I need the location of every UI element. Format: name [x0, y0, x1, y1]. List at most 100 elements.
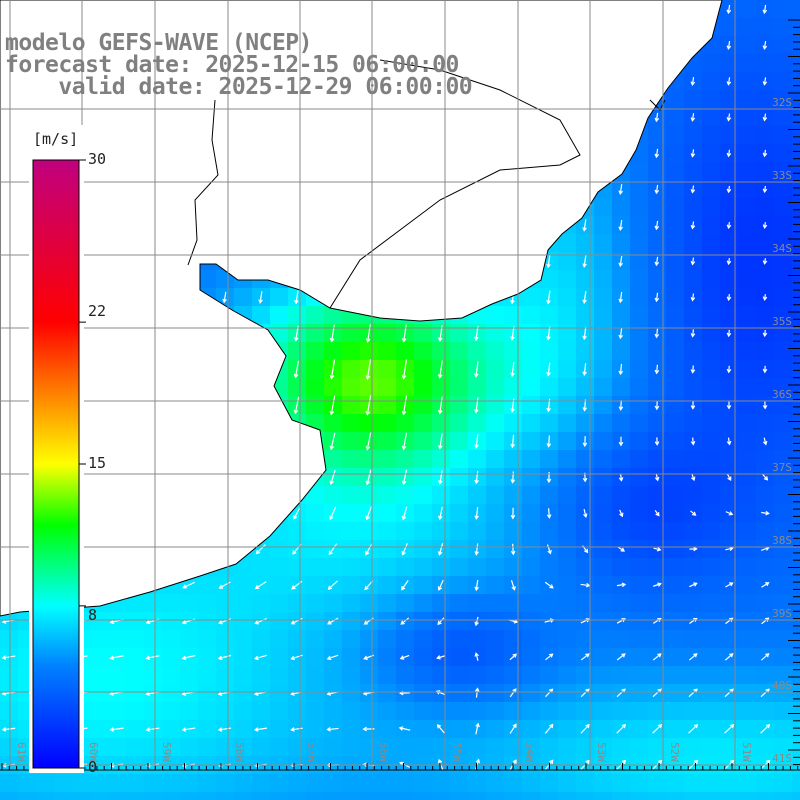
wind-cell	[504, 666, 523, 685]
wind-cell	[666, 360, 685, 379]
wind-cell	[486, 378, 505, 397]
wind-cell	[540, 486, 559, 505]
wind-cell	[342, 468, 361, 487]
wind-cell	[162, 792, 181, 800]
wind-cell	[198, 738, 217, 757]
wind-arrow-icon	[726, 329, 732, 338]
wind-cell	[216, 594, 235, 613]
wind-arrow-icon	[726, 221, 732, 230]
latitude-label: 40S	[772, 679, 792, 692]
wind-cell	[270, 630, 289, 649]
wind-cell	[90, 720, 109, 739]
wind-cell	[684, 558, 703, 577]
wind-arrow-icon	[762, 77, 768, 86]
wind-cell	[0, 666, 19, 685]
wind-cell	[306, 522, 325, 541]
wind-cell	[342, 360, 361, 379]
wind-arrow-icon	[293, 396, 300, 415]
wind-arrow-icon	[726, 113, 732, 122]
wind-cell	[792, 396, 800, 415]
wind-cell	[126, 666, 145, 685]
wind-cell	[486, 522, 505, 541]
wind-cell	[126, 648, 145, 667]
wind-arrow-icon	[399, 654, 410, 660]
wind-cell	[702, 360, 721, 379]
wind-arrow-icon	[726, 473, 732, 482]
wind-cell	[774, 522, 793, 541]
wind-cell	[252, 666, 271, 685]
wind-arrow-icon	[762, 329, 768, 338]
wind-arrow-icon	[616, 653, 626, 661]
wind-cell	[378, 792, 397, 800]
wind-cell	[324, 774, 343, 793]
wind-cell	[432, 414, 451, 433]
wind-arrow-icon	[293, 506, 301, 520]
wind-cell	[720, 18, 739, 37]
wind-cell	[702, 504, 721, 523]
wind-cell	[270, 288, 289, 307]
wind-cell	[144, 792, 163, 800]
wind-arrow-icon	[690, 185, 696, 194]
wind-cell	[414, 432, 433, 451]
wind-cell	[594, 324, 613, 343]
wind-cell	[378, 378, 397, 397]
wind-cell	[234, 594, 253, 613]
wind-cell	[558, 306, 577, 325]
wind-cell	[666, 630, 685, 649]
wind-arrow-icon	[760, 723, 771, 734]
wind-cell	[342, 378, 361, 397]
wind-cell	[558, 252, 577, 271]
wind-cell	[324, 414, 343, 433]
wind-arrow-icon	[365, 506, 372, 521]
wind-cell	[558, 342, 577, 361]
wind-arrow-icon	[254, 581, 267, 590]
wind-cell	[414, 630, 433, 649]
wind-cell	[504, 594, 523, 613]
wind-arrow-icon	[762, 4, 768, 15]
wind-cell	[738, 216, 757, 235]
wind-cell	[486, 648, 505, 667]
wind-cell	[396, 774, 415, 793]
wind-cell	[558, 468, 577, 487]
wind-arrow-icon	[619, 509, 624, 518]
wind-cell	[774, 72, 793, 91]
wind-arrow-icon	[726, 257, 732, 266]
wind-cell	[738, 522, 757, 541]
wind-cell	[612, 792, 631, 800]
wind-cell	[738, 594, 757, 613]
wind-cell	[540, 630, 559, 649]
wind-cell	[234, 288, 253, 307]
wind-cell	[666, 234, 685, 253]
wind-cell	[594, 432, 613, 451]
wind-cell	[684, 414, 703, 433]
longitude-label: 56W	[377, 742, 390, 762]
wind-cell	[612, 486, 631, 505]
wind-cell	[0, 738, 19, 757]
wind-cell	[738, 486, 757, 505]
wind-cell	[504, 702, 523, 721]
wind-cell	[792, 234, 800, 253]
colorbar	[29, 125, 86, 773]
wind-cell	[702, 414, 721, 433]
wind-cell	[540, 450, 559, 469]
wind-cell	[738, 378, 757, 397]
wind-cell	[522, 720, 541, 739]
wind-arrow-icon	[509, 653, 517, 661]
wind-arrow-icon	[474, 507, 479, 520]
wind-cell	[594, 702, 613, 721]
wind-cell	[198, 684, 217, 703]
wind-arrow-icon	[618, 220, 623, 232]
wind-cell	[720, 630, 739, 649]
wind-cell	[774, 684, 793, 703]
wind-cell	[378, 738, 397, 757]
wind-cell	[342, 576, 361, 595]
latitude-label: 35S	[772, 315, 792, 328]
wind-cell	[198, 594, 217, 613]
wind-cell	[342, 324, 361, 343]
wind-arrow-icon	[437, 543, 444, 556]
wind-arrow-icon	[653, 546, 662, 552]
wind-arrow-icon	[582, 436, 588, 448]
wind-arrow-icon	[616, 723, 627, 734]
wind-cell	[378, 342, 397, 361]
